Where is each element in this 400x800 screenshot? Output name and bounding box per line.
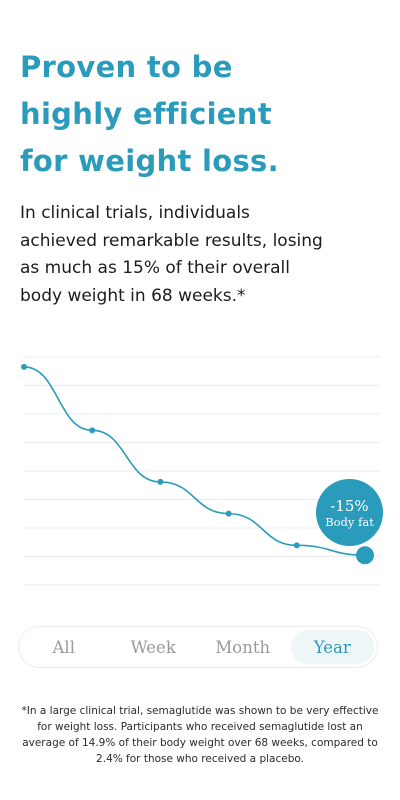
tab-month[interactable]: Month [215, 637, 271, 657]
intro-line: as much as 15% of their overall [20, 258, 290, 278]
chart-point [89, 427, 96, 434]
footnote-line: *In a large clinical trial, semaglutide … [21, 705, 379, 717]
weight-loss-chart [0, 340, 400, 620]
chart-point [157, 478, 164, 485]
chart-svg [21, 356, 380, 586]
badge-value: -15% [330, 496, 369, 515]
footnote-line: for weight loss. Participants who receiv… [37, 721, 363, 733]
intro-line: body weight in 68 weeks.* [20, 285, 246, 306]
page-headline: Proven to be highly efficient for weight… [20, 44, 380, 185]
body-fat-badge: -15% Body fat [316, 479, 383, 546]
chart-endpoint [356, 546, 374, 565]
time-range-tabs: All Week Month Year [18, 626, 378, 668]
headline-line: highly efficient [20, 97, 272, 131]
tab-all[interactable]: All [52, 637, 75, 657]
headline-line: for weight loss. [20, 144, 279, 178]
footnote-line: 2.4% for those who received a placebo. [96, 753, 304, 765]
chart-point [225, 510, 232, 517]
chart-series-line [23, 366, 366, 557]
intro-paragraph: In clinical trials, individuals achieved… [20, 200, 390, 310]
tab-week[interactable]: Week [130, 637, 176, 657]
intro-line: In clinical trials, individuals [20, 203, 250, 223]
footnote-line: average of 14.9% of their body weight ov… [22, 737, 378, 749]
headline-line: Proven to be [20, 50, 233, 84]
badge-label: Body fat [325, 514, 374, 529]
intro-line: achieved remarkable results, losing [20, 230, 323, 251]
footnote: *In a large clinical trial, semaglutide … [10, 703, 390, 767]
tab-year[interactable]: Year [290, 630, 374, 664]
chart-point [21, 363, 27, 370]
chart-point [293, 542, 300, 549]
